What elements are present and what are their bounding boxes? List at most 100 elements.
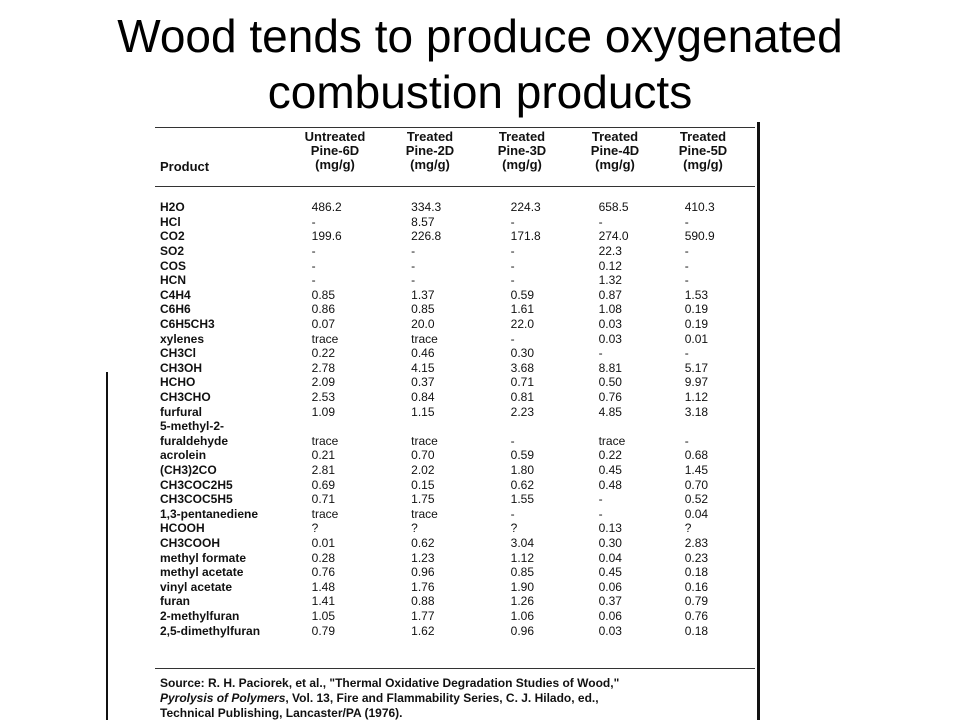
value-cell: 1.37 [411, 287, 435, 302]
table-row: CH3Cl 0.22 0.46 0.30 - - [160, 346, 770, 361]
value-cell: 1.48 [311, 579, 336, 594]
value-cell: 0.70 [684, 477, 709, 492]
value-cell: 274.0 [598, 229, 629, 244]
value-cell: - [411, 244, 416, 259]
product-cell: xylenes [160, 331, 205, 346]
product-cell: CH3COC2H5 [160, 477, 233, 492]
value-cell: 0.46 [411, 346, 435, 361]
table-row: CH3CHO 2.53 0.84 0.81 0.76 1.12 [160, 390, 770, 405]
value-cell: ? [684, 521, 692, 536]
value-cell: 2.23 [510, 404, 535, 419]
value-cell: 5.17 [684, 360, 709, 375]
table-row: furfural 1.09 1.15 2.23 4.85 3.18 [160, 404, 770, 419]
product-cell: C4H4 [160, 287, 191, 302]
product-cell: methyl acetate [160, 565, 244, 580]
value-cell: 1.76 [411, 579, 435, 594]
product-cell: C6H5CH3 [160, 317, 215, 332]
product-cell: HCHO [160, 375, 196, 390]
value-cell: 658.5 [598, 200, 629, 215]
product-cell: vinyl acetate [160, 579, 233, 594]
value-cell: - [311, 244, 316, 259]
product-cell: acrolein [160, 448, 207, 463]
value-cell [411, 419, 511, 434]
value-cell: - [684, 346, 689, 361]
value-cell: 1.26 [510, 594, 535, 609]
value-cell: - [510, 433, 515, 448]
table-row: vinyl acetate 1.48 1.76 1.90 0.06 0.16 [160, 579, 770, 594]
table-row: CH3COC2H5 0.69 0.15 0.62 0.48 0.70 [160, 477, 770, 492]
value-cell: 0.16 [684, 579, 709, 594]
value-cell: 0.81 [510, 390, 535, 405]
value-cell: 0.01 [311, 535, 336, 550]
value-cell: 1.77 [411, 608, 435, 623]
value-cell: 0.96 [510, 623, 535, 638]
value-cell: 0.76 [684, 608, 709, 623]
product-cell: CH3COOH [160, 535, 221, 550]
value-cell: - [598, 492, 603, 507]
value-cell: ? [510, 521, 518, 536]
table-row: H2O 486.2 334.3 224.3 658.5 410.3 [160, 200, 770, 215]
value-cell: 0.79 [684, 594, 709, 609]
value-cell: 0.52 [684, 492, 709, 507]
value-cell: 1.09 [311, 404, 336, 419]
value-cell: - [510, 506, 515, 521]
value-cell: - [411, 258, 416, 273]
table-row: furan 1.41 0.88 1.26 0.37 0.79 [160, 594, 770, 609]
table-bottom-rule [155, 668, 755, 669]
value-cell: 0.59 [510, 287, 535, 302]
value-cell: 0.19 [684, 302, 709, 317]
value-cell: 1.45 [684, 462, 709, 477]
value-cell [599, 419, 685, 434]
value-cell: 0.71 [311, 492, 336, 507]
value-cell: - [411, 273, 416, 288]
value-cell: 0.03 [598, 623, 622, 638]
value-cell: 8.81 [598, 360, 622, 375]
value-cell: 0.45 [598, 565, 622, 580]
value-cell: 0.70 [411, 448, 435, 463]
value-cell: 0.50 [598, 375, 622, 390]
value-cell: 2.78 [311, 360, 336, 375]
value-cell: 0.45 [598, 462, 622, 477]
value-cell: - [510, 331, 515, 346]
value-cell: 1.12 [684, 390, 709, 405]
product-cell: CH3OH [160, 360, 203, 375]
table-row: CH3COC5H5 0.71 1.75 1.55 - 0.52 [160, 492, 770, 507]
table-row: (CH3)2CO 2.81 2.02 1.80 0.45 1.45 [160, 463, 770, 478]
table-row: 5-methyl-2- [160, 419, 770, 434]
value-cell: 0.59 [510, 448, 535, 463]
value-cell: - [684, 258, 689, 273]
col-header-5: Treated Pine-5D (mg/g) [678, 129, 728, 172]
value-cell: - [598, 346, 603, 361]
value-cell: - [510, 258, 515, 273]
product-cell: HCN [160, 273, 186, 288]
value-cell: 0.69 [311, 477, 336, 492]
value-cell: 3.68 [510, 360, 535, 375]
value-cell: 0.22 [598, 448, 622, 463]
table-row: methyl acetate 0.76 0.96 0.85 0.45 0.18 [160, 565, 770, 580]
table-row: SO2 - - - 22.3 - [160, 244, 770, 259]
product-cell: furan [160, 594, 190, 609]
product-cell: HCOOH [160, 521, 205, 536]
value-cell: 0.04 [598, 550, 622, 565]
value-cell: - [598, 506, 603, 521]
value-cell: 0.37 [411, 375, 435, 390]
col-header-1: Untreated Pine-6D (mg/g) [304, 129, 366, 172]
value-cell: 22.3 [598, 244, 622, 259]
product-cell: SO2 [160, 244, 185, 259]
value-cell: 1.08 [598, 302, 622, 317]
value-cell: 0.30 [598, 535, 622, 550]
table-row: xylenes trace trace - 0.03 0.01 [160, 331, 770, 346]
value-cell: - [311, 214, 316, 229]
value-cell: 0.28 [311, 550, 336, 565]
value-cell: - [598, 214, 603, 229]
value-cell: trace [411, 331, 438, 346]
value-cell: trace [311, 433, 339, 448]
value-cell: - [684, 273, 689, 288]
value-cell: 0.85 [411, 302, 435, 317]
value-cell: 1.12 [510, 550, 535, 565]
value-cell: 1.80 [510, 462, 535, 477]
value-cell: 0.71 [510, 375, 535, 390]
product-cell: furaldehyde [160, 433, 229, 448]
source-line-2: Pyrolysis of Polymers, Vol. 13, Fire and… [160, 691, 599, 705]
value-cell: 1.23 [411, 550, 435, 565]
